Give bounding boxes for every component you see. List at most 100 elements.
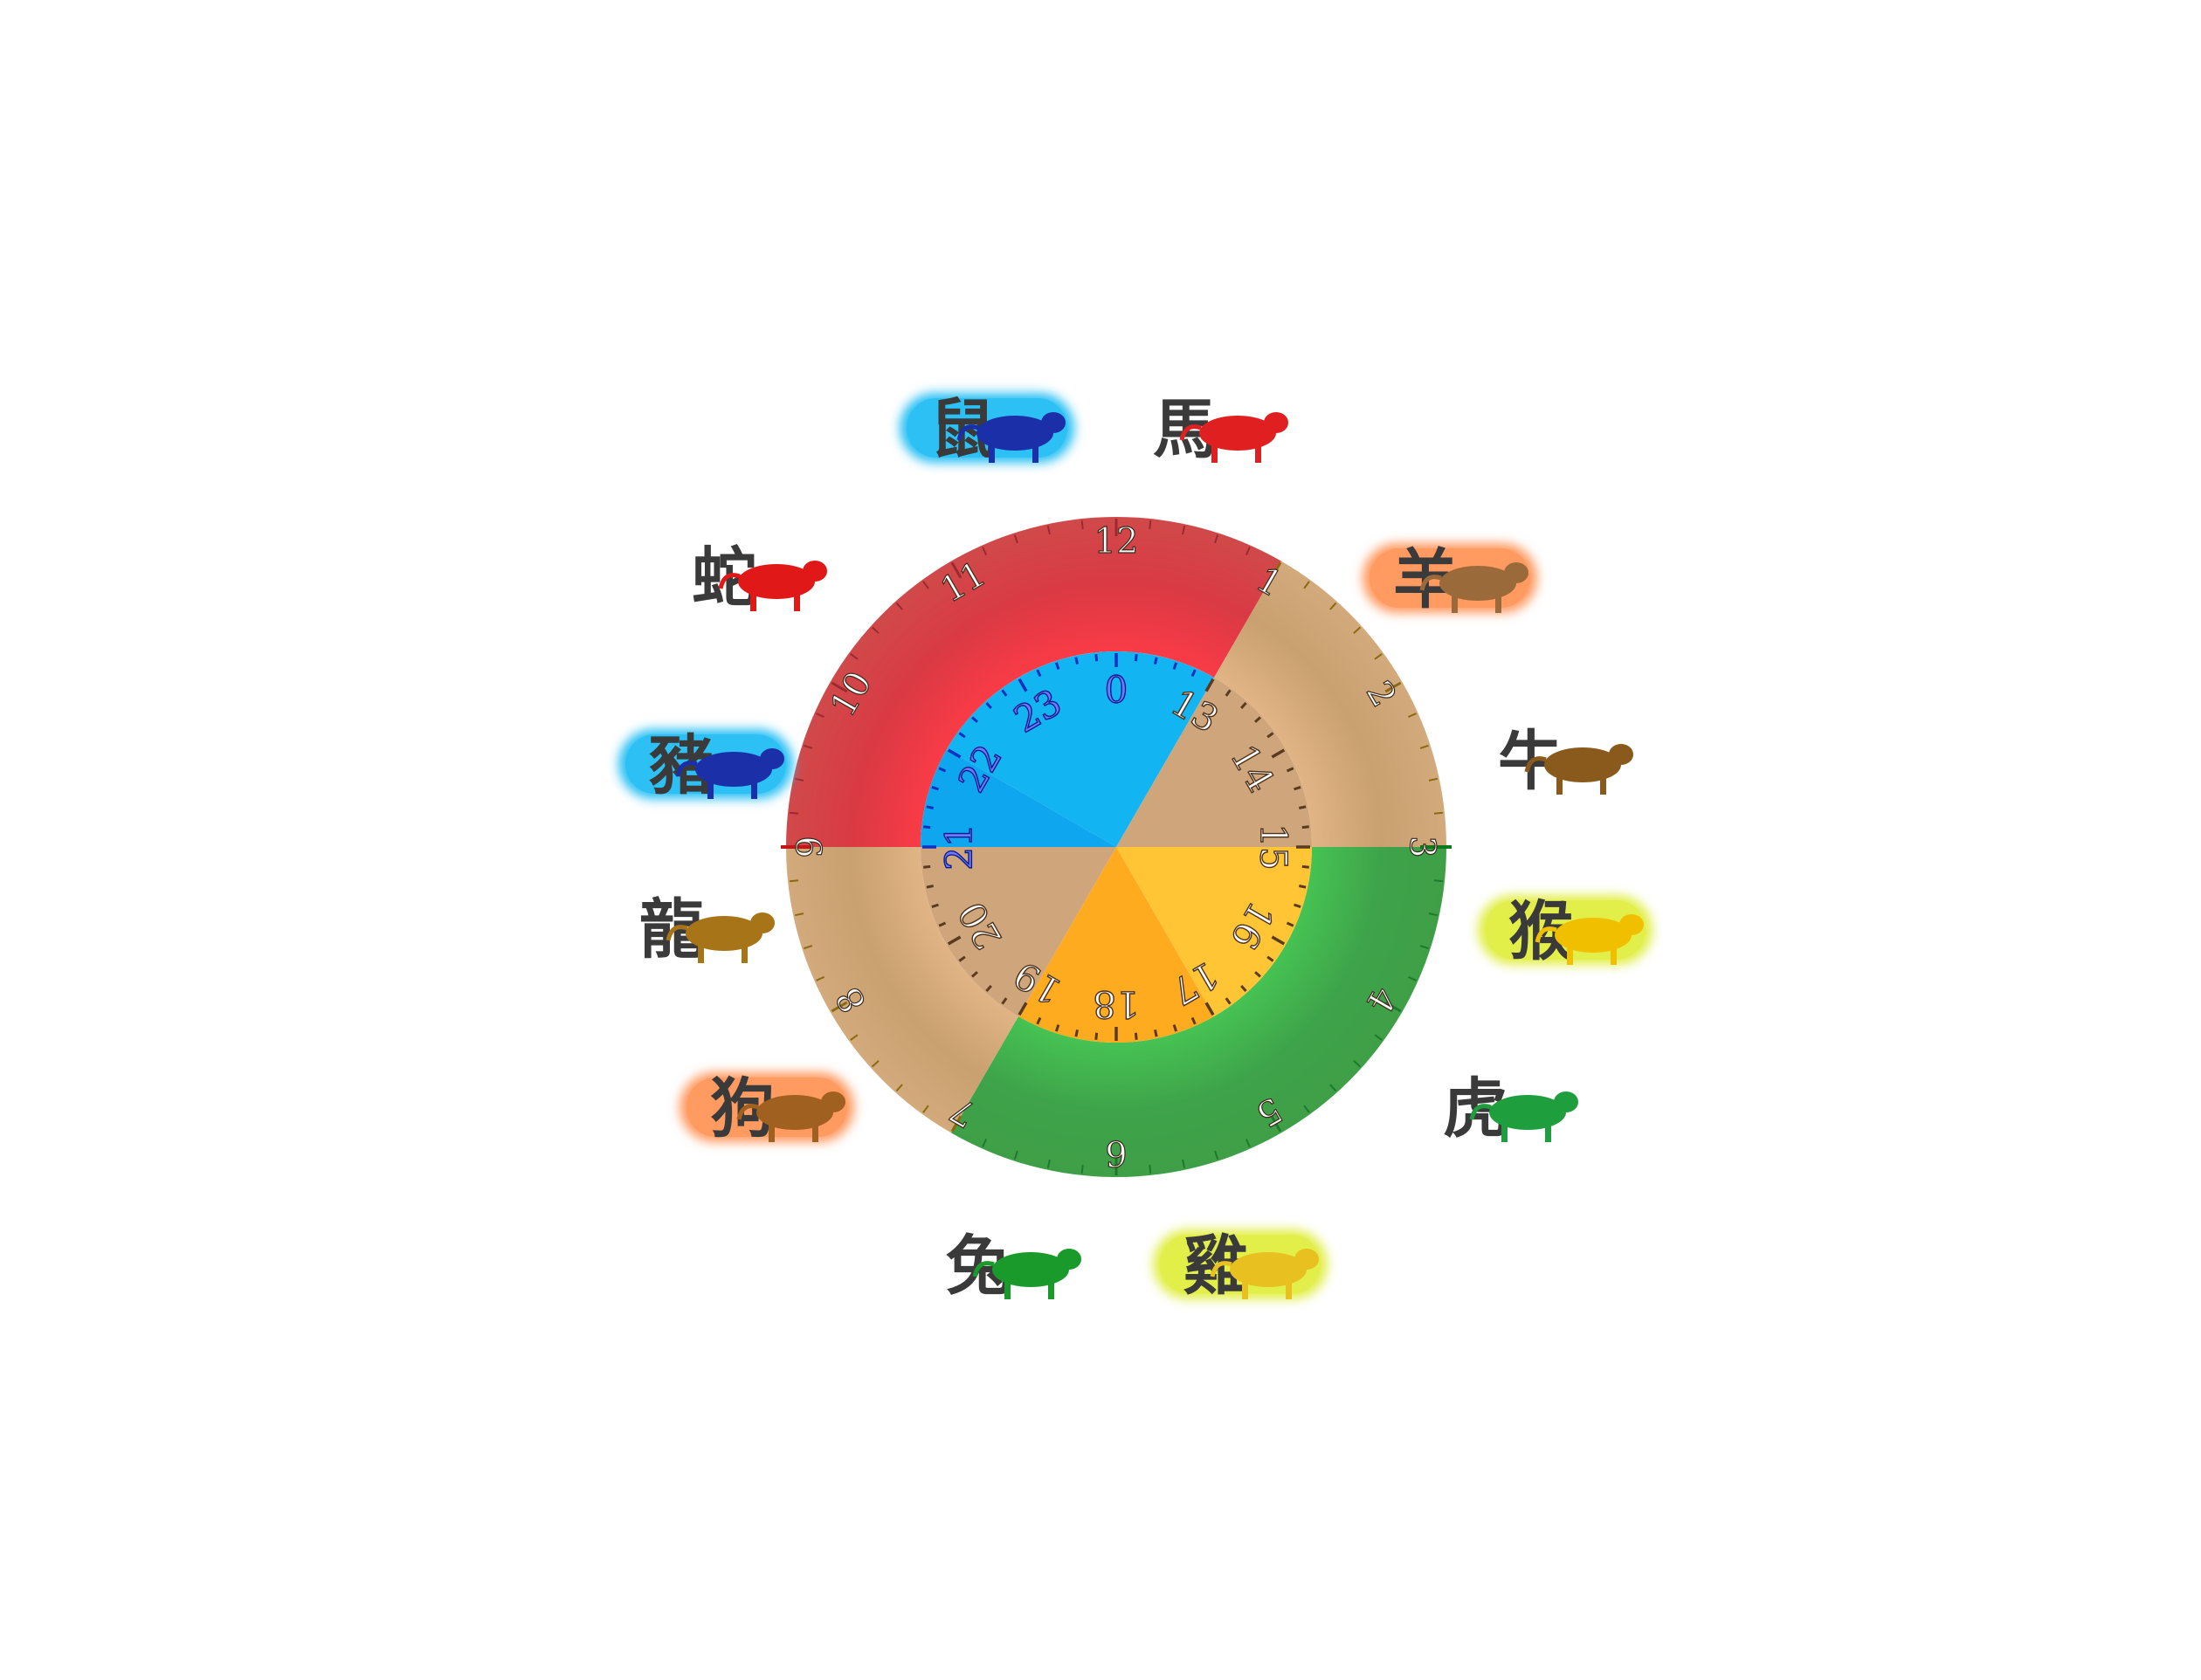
inner-tick xyxy=(926,805,934,809)
monkey-icon xyxy=(1535,914,1644,965)
inner-hour-number: 0 xyxy=(1105,669,1128,712)
outer-tick xyxy=(1384,681,1402,693)
inner-tick xyxy=(1301,864,1309,869)
outer-tick xyxy=(850,1034,859,1041)
outer-tick xyxy=(1329,602,1337,610)
ox-icon xyxy=(1524,744,1633,795)
inner-tick xyxy=(1204,678,1215,692)
outer-tick xyxy=(1245,1138,1251,1147)
outer-tick xyxy=(1407,713,1417,719)
outer-tick xyxy=(831,1001,848,1013)
inner-tick xyxy=(1154,1029,1158,1037)
inner-tick xyxy=(1001,689,1008,697)
inner-tick xyxy=(1134,654,1138,662)
zodiac-item: 豬 xyxy=(618,728,793,803)
inner-tick xyxy=(1254,971,1261,978)
inner-tan-sector-bottom xyxy=(921,847,1116,1016)
inner-tick xyxy=(926,885,934,889)
inner-tick xyxy=(1254,716,1261,723)
outer-tick xyxy=(950,561,963,579)
dog-icon xyxy=(736,1091,845,1142)
inner-tick xyxy=(1001,997,1008,1005)
inner-tick xyxy=(971,716,978,723)
zodiac-item: 狗 xyxy=(680,1071,854,1146)
inner-tick xyxy=(923,864,931,869)
outer-tick xyxy=(1329,1084,1337,1092)
inner-tick xyxy=(1286,767,1294,773)
inner-tick xyxy=(1190,669,1197,678)
inner-tick xyxy=(1225,997,1232,1005)
inner-tick xyxy=(1094,654,1099,662)
outer-tick xyxy=(1245,547,1251,556)
inner-tick xyxy=(985,702,992,709)
outer-tick xyxy=(895,602,903,610)
inner-tick xyxy=(1225,689,1232,697)
outer-tick xyxy=(1080,1164,1084,1174)
outer-tick xyxy=(789,879,799,883)
inner-tick xyxy=(1294,785,1301,791)
outer-tick xyxy=(831,681,848,693)
zodiac-item: 蛇 xyxy=(692,540,827,616)
outer-tick xyxy=(804,744,813,749)
outer-tick xyxy=(871,1060,880,1068)
inner-orange-sector xyxy=(1116,847,1312,1016)
inner-tick xyxy=(1204,1002,1215,1016)
inner-tick xyxy=(1240,702,1247,709)
outer-tick xyxy=(795,912,804,917)
tiger-icon xyxy=(1469,1091,1578,1142)
outer-tick xyxy=(871,626,880,634)
inner-orange-sector-dark xyxy=(1018,847,1214,1043)
inner-tick xyxy=(1074,657,1079,664)
outer-tick xyxy=(1214,1150,1219,1160)
inner-tick xyxy=(985,985,992,992)
outer-tick xyxy=(789,811,799,815)
inner-tick xyxy=(1172,662,1178,670)
inner-tick xyxy=(1154,657,1158,664)
outer-tick xyxy=(1013,534,1018,544)
zodiac-item: 雞 xyxy=(1153,1229,1328,1304)
pig-icon xyxy=(675,748,784,799)
outer-tick xyxy=(950,1115,963,1133)
inner-tick xyxy=(1172,1024,1178,1032)
outer-tick xyxy=(1353,626,1362,634)
inner-tick xyxy=(938,767,947,773)
outer-tick xyxy=(1270,561,1282,579)
inner-tick xyxy=(1301,825,1309,830)
goat-icon xyxy=(1419,562,1528,613)
inner-tick xyxy=(938,921,947,927)
outer-tick xyxy=(1046,526,1051,535)
dragon-icon xyxy=(666,912,775,963)
zodiac-item: 兔 xyxy=(946,1229,1081,1304)
outer-tan-sector-top xyxy=(1214,561,1446,847)
inner-tick xyxy=(1018,678,1028,692)
zodiac-item: 羊 xyxy=(1363,542,1537,617)
outer-tick xyxy=(1353,1060,1362,1068)
zodiac-item: 鼠 xyxy=(900,392,1074,467)
outer-hour-number: 6 xyxy=(1105,1133,1127,1173)
inner-tick xyxy=(947,748,962,759)
inner-tick xyxy=(1094,1032,1099,1040)
outer-tick xyxy=(1428,777,1438,781)
inner-tick xyxy=(1299,805,1307,809)
inner-tick xyxy=(1299,885,1307,889)
outer-tick xyxy=(795,777,804,781)
inner-tick xyxy=(1271,748,1286,759)
outer-tan-sector-bottom xyxy=(786,847,1018,1133)
inner-tick xyxy=(958,732,966,739)
outer-tick xyxy=(1384,1001,1402,1013)
outer-tick xyxy=(1080,520,1084,530)
outer-tick xyxy=(1046,1159,1051,1168)
inner-hour-number: 18 xyxy=(1093,983,1139,1026)
outer-tick xyxy=(816,713,825,719)
inner-tick xyxy=(1036,1016,1042,1025)
inner-blue-sector-dark xyxy=(921,749,1116,847)
zodiac-item: 馬 xyxy=(1153,392,1288,467)
inner-tick xyxy=(1054,662,1060,670)
outer-tick xyxy=(1419,744,1429,749)
inner-hour-number: 15 xyxy=(1252,823,1295,870)
outer-red-sector xyxy=(786,517,1281,847)
inner-tick xyxy=(931,903,939,909)
outer-tick xyxy=(850,653,859,660)
outer-tick xyxy=(1433,879,1444,883)
